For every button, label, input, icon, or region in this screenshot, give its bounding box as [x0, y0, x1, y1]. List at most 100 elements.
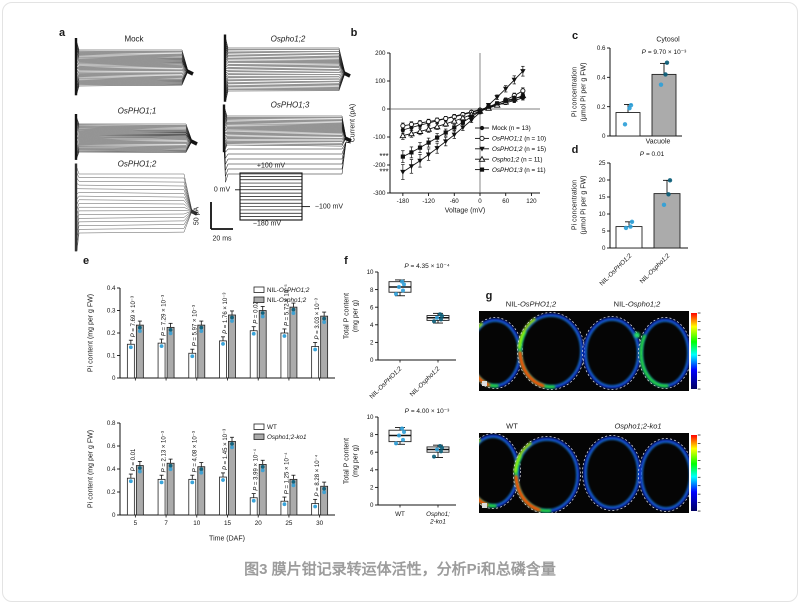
svg-text:P = 7.29 × 10⁻³: P = 7.29 × 10⁻³ — [162, 295, 168, 336]
imaging-label-wt: WT — [506, 421, 518, 431]
iv-y-axis-label: Current (pA) — [349, 103, 357, 143]
svg-text:-300: -300 — [373, 190, 386, 197]
cytosol-title: Cytosol — [656, 36, 680, 44]
svg-text:0.1: 0.1 — [107, 353, 116, 360]
trace-ospho1-2 — [223, 34, 351, 102]
svg-text:6: 6 — [370, 304, 374, 311]
svg-text:0.3: 0.3 — [107, 308, 116, 315]
svg-text:4: 4 — [370, 322, 374, 329]
svg-text:20: 20 — [255, 520, 263, 527]
total-p-nil-chart: 0 2 4 6 8 10 NIL-OsPHO1;2 NIL-Ospho1;2 P = 4.35 … — [338, 254, 478, 404]
svg-text:P = 1.25 × 10⁻⁴: P = 1.25 × 10⁻⁴ — [283, 452, 290, 494]
svg-text:2: 2 — [370, 485, 374, 492]
svg-text:P = 5.72 × 10⁻⁵: P = 5.72 × 10⁻⁵ — [283, 284, 290, 326]
svg-text:0: 0 — [112, 375, 116, 382]
imaging-label-ko: Ospho1;2-ko1 — [614, 421, 662, 431]
svg-text:0.6: 0.6 — [597, 45, 606, 52]
svg-text:P = 4.08 × 10⁻³: P = 4.08 × 10⁻³ — [192, 431, 198, 472]
svg-text:-180: -180 — [397, 198, 410, 205]
pi-content-wt-y-label: Pi content (mg per g FW) — [87, 429, 95, 509]
svg-text:P = 0.01: P = 0.01 — [131, 448, 137, 471]
svg-text:-200: -200 — [373, 162, 386, 169]
svg-text:NIL-OsPHO1;2: NIL-OsPHO1;2 — [369, 365, 404, 400]
svg-text:0.4: 0.4 — [597, 75, 606, 82]
total-p-wt-chart: 0 2 4 6 8 10 WT Ospho1; 2-ko1 P = 4.00 × 10⁻³ — [338, 399, 478, 549]
scale-bar-vertical-label: 50 pA — [193, 206, 201, 226]
svg-text:OsPHO1;1 (n = 10): OsPHO1;1 (n = 10) — [492, 136, 546, 143]
svg-text:Ospho1;2-ko1: Ospho1;2-ko1 — [426, 511, 450, 526]
panel-a-letter: a — [58, 27, 66, 39]
svg-text:120: 120 — [526, 198, 537, 205]
svg-text:Ospho1;2 (n = 11): Ospho1;2 (n = 11) — [492, 156, 542, 163]
svg-text:WT: WT — [395, 511, 405, 518]
protocol-zero-label: 0 mV — [213, 186, 231, 194]
svg-text:-60: -60 — [450, 198, 460, 205]
svg-text:0.8: 0.8 — [107, 420, 116, 427]
panel-g-letter: g — [485, 290, 493, 302]
svg-text:10: 10 — [367, 269, 374, 276]
trace-ospho1-1 — [74, 114, 198, 162]
vacuole-chart: 0 5 10 15 20 25 NIL-OsPHO1;2 NIL-Ospho1;2 P = 0.… — [565, 138, 710, 288]
svg-text:NIL-Ospho1;2: NIL-Ospho1;2 — [409, 365, 442, 398]
trace-label-ospho1-2: Ospho1;2 — [270, 34, 306, 44]
svg-text:60: 60 — [502, 198, 509, 205]
svg-text:10: 10 — [367, 414, 374, 421]
svg-text:P = 4.35 × 10⁻⁴: P = 4.35 × 10⁻⁴ — [404, 263, 449, 270]
svg-text:-120: -120 — [422, 198, 435, 205]
svg-text:0.2: 0.2 — [107, 489, 116, 496]
vacuole-y-axis-label: Pi concentration (µmol Pi per g FW) — [571, 175, 587, 235]
trace-label-ospho1-1: OsPHO1;1 — [117, 106, 157, 116]
svg-text:OsPHO1;2 (n = 15): OsPHO1;2 (n = 15) — [492, 146, 546, 153]
svg-text:OsPHO1;3 (n = 11): OsPHO1;3 (n = 11) — [492, 167, 546, 174]
svg-text:P = 3.99 × 10⁻⁴: P = 3.99 × 10⁻⁴ — [253, 449, 260, 491]
pi-content-wt-chart: 0 0.2 0.4 0.6 0.8 5 P = 0.01 7 P = 2.13 × 10⁻³ 10… — [68, 396, 360, 546]
imaging-label-nil-ospho1-2: NIL-Ospho1;2 — [613, 299, 661, 309]
total-p-nil-y-label: Total P content (mg per g) — [343, 292, 359, 340]
trace-label-mock: Mock — [124, 34, 144, 44]
svg-text:30: 30 — [316, 520, 324, 527]
svg-text:0: 0 — [478, 198, 482, 205]
svg-text:WT: WT — [267, 424, 277, 431]
panel-c-letter: c — [571, 30, 579, 42]
protocol-bottom-label: −180 mV — [252, 220, 282, 228]
svg-text:7: 7 — [164, 520, 168, 527]
svg-text:0: 0 — [382, 106, 386, 113]
svg-text:P = 7.69 × 10⁻³: P = 7.69 × 10⁻³ — [131, 296, 137, 337]
svg-text:P = 9.70 × 10⁻³: P = 9.70 × 10⁻³ — [642, 49, 687, 56]
svg-text:5: 5 — [602, 228, 606, 235]
voltage-protocol — [232, 171, 372, 225]
total-p-wt-y-label: Total P content (mg per g) — [343, 437, 359, 485]
svg-text:***: *** — [379, 152, 388, 161]
trace-ospho1-2-expanded — [74, 163, 198, 252]
svg-text:NIL-Ospho1;2: NIL-Ospho1;2 — [639, 252, 672, 285]
svg-text:2: 2 — [370, 340, 374, 347]
svg-text:0: 0 — [112, 512, 116, 519]
svg-text:P = 0.02: P = 0.02 — [254, 301, 260, 324]
svg-text:0.4: 0.4 — [107, 285, 116, 292]
svg-text:P = 2.13 × 10⁻³: P = 2.13 × 10⁻³ — [162, 431, 168, 472]
svg-text:NIL-Ospho1;2: NIL-Ospho1;2 — [267, 297, 307, 304]
cytosol-y-axis-label: Pi concentration (µmol Pi per g FW) — [571, 62, 587, 122]
panel-d-letter: d — [571, 144, 579, 156]
svg-text:0: 0 — [370, 502, 374, 509]
pi-content-nil-chart: 0 0.1 0.2 0.3 0.4 P = 7.69 × 10⁻³ P = 7.29 × 1… — [68, 256, 360, 386]
svg-text:25: 25 — [599, 160, 606, 167]
scale-bar — [202, 198, 242, 238]
vacuole-title: Vacuole — [645, 138, 671, 146]
svg-text:20: 20 — [599, 177, 606, 184]
svg-text:P = 5.97 × 10⁻³: P = 5.97 × 10⁻³ — [192, 305, 198, 346]
scale-bar-horizontal-label: 20 ms — [212, 235, 232, 243]
svg-text:6: 6 — [370, 449, 374, 456]
svg-text:Mock (n = 13): Mock (n = 13) — [492, 125, 531, 132]
figure-caption: 图3 膜片钳记录转运体活性，分析Pi和总磷含量 — [244, 561, 556, 578]
iv-x-axis-label: Voltage (mV) — [444, 207, 486, 215]
pi-content-nil-y-label: Pi content (mg per g FW) — [87, 293, 95, 373]
svg-text:100: 100 — [375, 78, 386, 85]
trace-mock — [74, 38, 194, 96]
svg-text:5: 5 — [134, 520, 138, 527]
svg-text:0.2: 0.2 — [107, 330, 116, 337]
svg-text:200: 200 — [375, 50, 386, 57]
svg-text:0.2: 0.2 — [597, 104, 606, 111]
